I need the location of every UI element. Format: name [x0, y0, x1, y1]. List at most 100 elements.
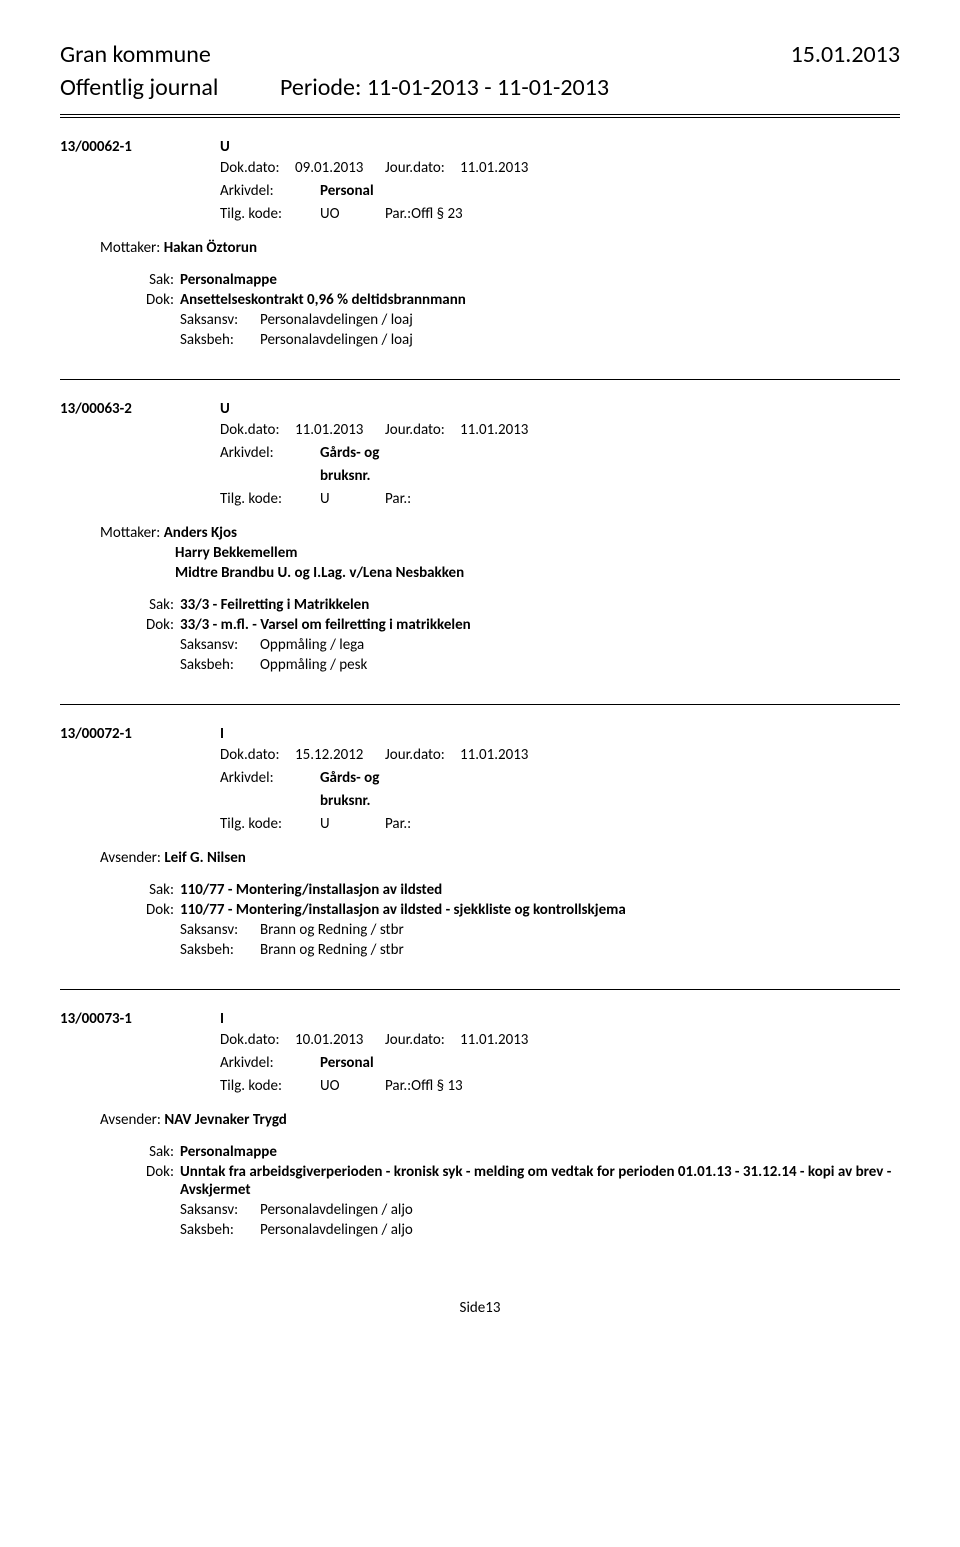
- period-value: 11-01-2013 - 11-01-2013: [367, 73, 609, 102]
- journal-entry: 13/00072-1I Dok.dato:15.12.2012Jour.dato:…: [60, 725, 900, 959]
- saksbeh-value: Brann og Redning / stbr: [260, 941, 404, 959]
- saksbeh-label: Saksbeh:: [140, 656, 260, 674]
- entry-id: 13/00072-1: [60, 725, 220, 743]
- entry-id: 13/00073-1: [60, 1010, 220, 1028]
- tilg-kode-value: U: [320, 489, 385, 510]
- period-text: Periode: 11-01-2013 - 11-01-2013: [280, 73, 609, 102]
- entry-type: I: [220, 1010, 224, 1028]
- entry-id: 13/00063-2: [60, 400, 220, 418]
- arkivdel-label: Arkivdel:: [220, 181, 320, 202]
- sak-label: Sak:: [140, 596, 180, 614]
- party-label: Avsender:: [100, 1111, 164, 1129]
- jour-dato-label: Jour.dato:: [385, 420, 460, 441]
- entry-id: 13/00062-1: [60, 138, 220, 156]
- header-date: 15.01.2013: [791, 40, 900, 69]
- arkivdel-value: Gårds- og: [320, 443, 379, 464]
- jour-dato-label: Jour.dato:: [385, 158, 460, 179]
- party-label: Avsender:: [100, 849, 164, 867]
- dok-label: Dok:: [140, 1163, 180, 1199]
- arkivdel-label: Arkivdel:: [220, 768, 320, 789]
- journal-title: Offentlig journal: [60, 73, 280, 102]
- sak-value: Personalmappe: [180, 1143, 900, 1161]
- jour-dato-label: Jour.dato:: [385, 745, 460, 766]
- saksbeh-value: Oppmåling / pesk: [260, 656, 367, 674]
- journal-entry: 13/00073-1I Dok.dato:10.01.2013Jour.dato:…: [60, 1010, 900, 1239]
- entry-divider: [60, 704, 900, 705]
- arkivdel-value-line2: bruksnr.: [320, 791, 371, 812]
- saksansv-value: Personalavdelingen / aljo: [260, 1201, 413, 1219]
- dok-dato-label: Dok.dato:: [220, 1030, 295, 1051]
- saksbeh-value: Personalavdelingen / loaj: [260, 331, 413, 349]
- jour-dato-label: Jour.dato:: [385, 1030, 460, 1051]
- saksbeh-label: Saksbeh:: [140, 1221, 260, 1239]
- dok-label: Dok:: [140, 616, 180, 634]
- journal-entry: 13/00063-2UDok.dato:11.01.2013Jour.dato:…: [60, 400, 900, 674]
- saksansv-label: Saksansv:: [140, 1201, 260, 1219]
- par-value: Offl § 23: [411, 204, 463, 225]
- tilg-kode-label: Tilg. kode:: [220, 204, 320, 225]
- dok-dato-label: Dok.dato:: [220, 158, 295, 179]
- sak-label: Sak:: [140, 881, 180, 899]
- arkivdel-label: Arkivdel:: [220, 443, 320, 464]
- dok-value: 33/3 - m.fl. - Varsel om feilretting i m…: [180, 616, 900, 634]
- arkivdel-value-line2: bruksnr.: [320, 466, 371, 487]
- party-name: NAV Jevnaker Trygd: [164, 1111, 287, 1129]
- jour-dato-value: 11.01.2013: [460, 158, 528, 179]
- dok-dato-value: 15.12.2012: [295, 745, 385, 766]
- jour-dato-value: 11.01.2013: [460, 1030, 528, 1051]
- entry-divider: [60, 989, 900, 990]
- municipality-name: Gran kommune: [60, 40, 211, 69]
- dok-value: 110/77 - Montering/installasjon av ildst…: [180, 901, 900, 919]
- tilg-kode-label: Tilg. kode:: [220, 1076, 320, 1097]
- sak-value: 33/3 - Feilretting i Matrikkelen: [180, 596, 900, 614]
- tilg-kode-value: UO: [320, 1076, 385, 1097]
- dok-label: Dok:: [140, 901, 180, 919]
- par-label: Par.:: [385, 1076, 411, 1097]
- par-value: Offl § 13: [411, 1076, 463, 1097]
- tilg-kode-value: UO: [320, 204, 385, 225]
- par-label: Par.:: [385, 204, 411, 225]
- party-name: Leif G. Nilsen: [164, 849, 246, 867]
- party-label: Mottaker:: [100, 524, 164, 542]
- sak-value: Personalmappe: [180, 271, 900, 289]
- dok-dato-value: 11.01.2013: [295, 420, 385, 441]
- header-divider: [60, 114, 900, 118]
- par-label: Par.:: [385, 814, 411, 835]
- dok-dato-label: Dok.dato:: [220, 420, 295, 441]
- entry-type: I: [220, 725, 224, 743]
- dok-dato-label: Dok.dato:: [220, 745, 295, 766]
- party-label: Mottaker:: [100, 239, 164, 257]
- tilg-kode-label: Tilg. kode:: [220, 814, 320, 835]
- saksansv-value: Personalavdelingen / loaj: [260, 311, 413, 329]
- party-name: Anders Kjos: [164, 524, 237, 542]
- journal-entry: 13/00062-1U Dok.dato:09.01.2013Jour.dato:…: [60, 138, 900, 349]
- dok-value: Unntak fra arbeidsgiverperioden - kronis…: [180, 1163, 900, 1199]
- saksbeh-label: Saksbeh:: [140, 331, 260, 349]
- tilg-kode-label: Tilg. kode:: [220, 489, 320, 510]
- entry-divider: [60, 379, 900, 380]
- dok-label: Dok:: [140, 291, 180, 309]
- entry-type: U: [220, 400, 230, 418]
- entry-type: U: [220, 138, 230, 156]
- saksbeh-value: Personalavdelingen / aljo: [260, 1221, 413, 1239]
- saksansv-value: Brann og Redning / stbr: [260, 921, 404, 939]
- jour-dato-value: 11.01.2013: [460, 420, 528, 441]
- saksansv-value: Oppmåling / lega: [260, 636, 364, 654]
- dok-dato-value: 09.01.2013: [295, 158, 385, 179]
- arkivdel-spacer: [220, 466, 320, 487]
- arkivdel-value: Personal: [320, 1053, 374, 1074]
- dok-dato-value: 10.01.2013: [295, 1030, 385, 1051]
- jour-dato-value: 11.01.2013: [460, 745, 528, 766]
- party-name: Midtre Brandbu U. og I.Lag. v/Lena Nesba…: [175, 564, 900, 582]
- sak-label: Sak:: [140, 271, 180, 289]
- sak-label: Sak:: [140, 1143, 180, 1161]
- period-label: Periode:: [280, 73, 361, 102]
- saksbeh-label: Saksbeh:: [140, 941, 260, 959]
- arkivdel-value: Personal: [320, 181, 374, 202]
- party-name: Hakan Öztorun: [164, 239, 257, 257]
- saksansv-label: Saksansv:: [140, 636, 260, 654]
- saksansv-label: Saksansv:: [140, 311, 260, 329]
- arkivdel-value: Gårds- og: [320, 768, 379, 789]
- arkivdel-spacer: [220, 791, 320, 812]
- party-name: Harry Bekkemellem: [175, 544, 900, 562]
